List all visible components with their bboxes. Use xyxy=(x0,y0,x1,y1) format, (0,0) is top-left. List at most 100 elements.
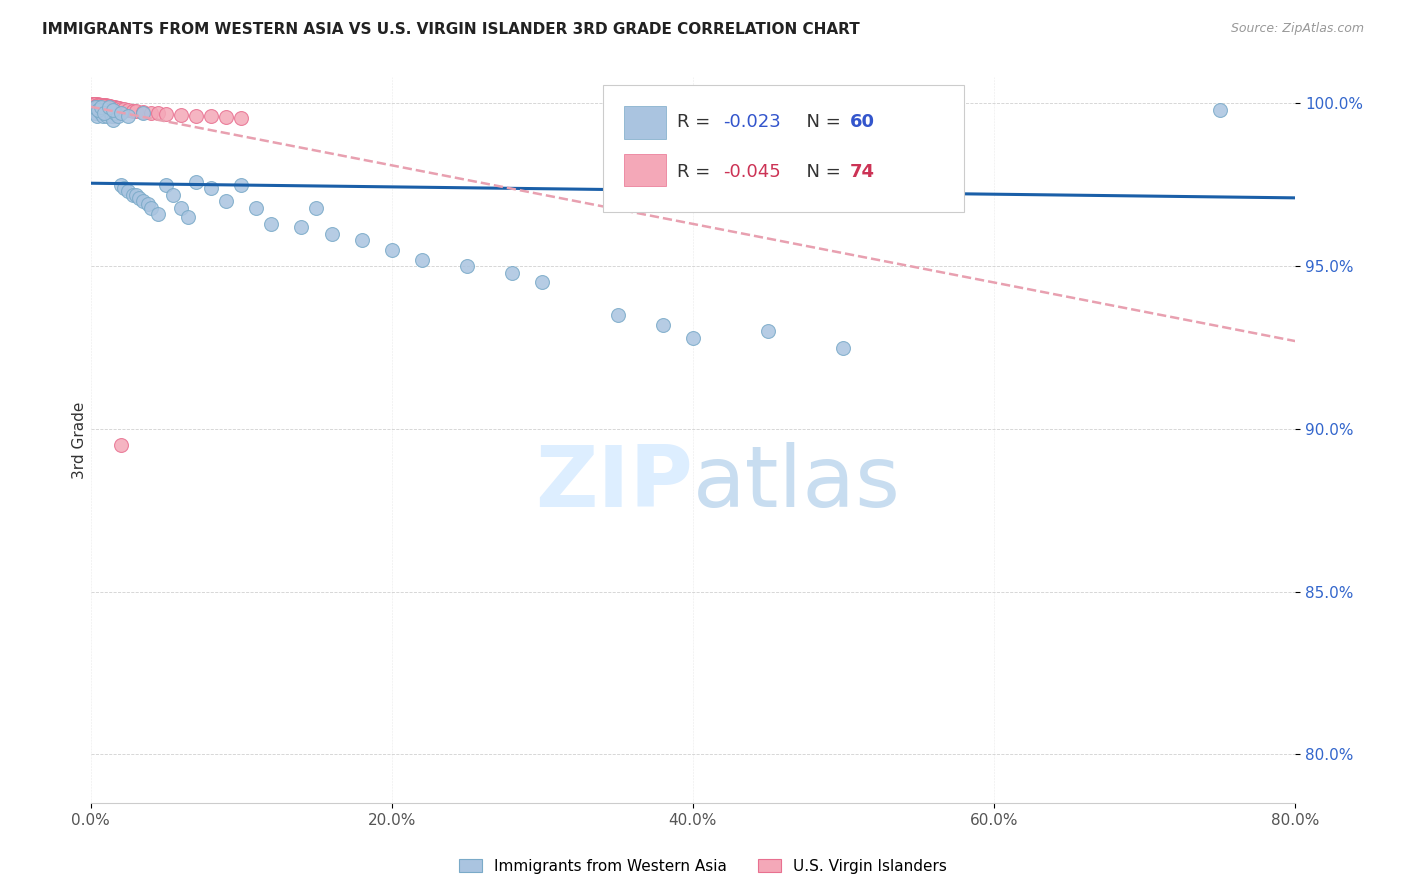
Point xyxy=(87,103,110,117)
Point xyxy=(110,438,132,452)
Point xyxy=(86,99,108,113)
Point xyxy=(87,97,110,112)
Point xyxy=(350,233,373,247)
Point xyxy=(82,100,104,114)
Point xyxy=(117,103,139,117)
Point xyxy=(90,97,112,112)
Point xyxy=(86,98,108,112)
Point xyxy=(110,106,132,120)
Text: R =: R = xyxy=(678,163,716,181)
Point xyxy=(112,103,135,117)
Text: atlas: atlas xyxy=(693,442,901,525)
Text: N =: N = xyxy=(796,163,846,181)
Text: R =: R = xyxy=(678,113,716,131)
Point xyxy=(651,318,673,332)
Point xyxy=(84,103,107,118)
Point xyxy=(90,106,112,120)
Point xyxy=(125,187,148,202)
Point xyxy=(86,97,108,112)
Point xyxy=(83,103,105,117)
Point xyxy=(83,100,105,114)
Point xyxy=(756,324,779,338)
Point xyxy=(108,101,131,115)
Point xyxy=(231,111,253,125)
Point xyxy=(200,110,222,124)
Point xyxy=(83,100,105,114)
Point xyxy=(100,110,122,124)
Point xyxy=(84,98,107,112)
Point xyxy=(91,110,114,124)
Point xyxy=(94,98,117,112)
Point xyxy=(107,101,129,115)
Point xyxy=(112,181,135,195)
Point xyxy=(94,106,117,120)
Point xyxy=(155,107,177,121)
Point xyxy=(84,100,107,114)
Point xyxy=(89,98,111,112)
Point xyxy=(100,100,122,114)
Point xyxy=(110,178,132,192)
Point xyxy=(84,100,107,114)
Point xyxy=(96,100,118,114)
Point xyxy=(84,97,107,112)
Point xyxy=(148,207,170,221)
Point xyxy=(89,100,111,114)
Point xyxy=(83,101,105,115)
Point xyxy=(83,103,105,117)
Point xyxy=(94,99,117,113)
Point xyxy=(456,259,478,273)
Point xyxy=(96,110,118,124)
Point xyxy=(98,99,121,113)
Point xyxy=(91,98,114,112)
Point xyxy=(125,104,148,119)
Text: N =: N = xyxy=(796,113,846,131)
Point xyxy=(84,100,107,114)
Point xyxy=(501,266,523,280)
Point xyxy=(104,106,127,120)
Point xyxy=(83,97,105,112)
Point xyxy=(170,108,193,122)
Point xyxy=(215,194,238,208)
Point xyxy=(97,100,120,114)
Point xyxy=(87,100,110,114)
FancyBboxPatch shape xyxy=(624,153,666,186)
FancyBboxPatch shape xyxy=(624,106,666,139)
Point xyxy=(91,100,114,114)
Point xyxy=(132,104,155,119)
Point xyxy=(86,110,108,124)
Point xyxy=(86,100,108,114)
Point xyxy=(132,106,155,120)
Point xyxy=(162,187,184,202)
Text: IMMIGRANTS FROM WESTERN ASIA VS U.S. VIRGIN ISLANDER 3RD GRADE CORRELATION CHART: IMMIGRANTS FROM WESTERN ASIA VS U.S. VIR… xyxy=(42,22,860,37)
Point xyxy=(84,97,107,112)
Legend: Immigrants from Western Asia, U.S. Virgin Islanders: Immigrants from Western Asia, U.S. Virgi… xyxy=(453,853,953,880)
Point xyxy=(90,99,112,113)
Point xyxy=(1209,103,1232,117)
Point xyxy=(97,99,120,113)
Point xyxy=(86,100,108,114)
Point xyxy=(170,201,193,215)
Point xyxy=(82,98,104,112)
Point xyxy=(139,201,162,215)
Point xyxy=(90,100,112,114)
Point xyxy=(93,98,115,112)
Point xyxy=(148,106,170,120)
Point xyxy=(90,100,112,114)
Point xyxy=(132,194,155,208)
Point xyxy=(177,211,200,225)
Point xyxy=(411,252,433,267)
Point xyxy=(84,106,107,120)
Point xyxy=(82,97,104,112)
Point xyxy=(260,217,283,231)
Point xyxy=(231,178,253,192)
Point xyxy=(184,109,207,123)
Point xyxy=(290,220,312,235)
Point xyxy=(93,106,115,120)
Point xyxy=(117,110,139,124)
Point xyxy=(136,197,159,211)
Point xyxy=(97,103,120,117)
Point xyxy=(832,341,855,355)
Point xyxy=(93,99,115,113)
Point xyxy=(215,110,238,124)
Point xyxy=(110,102,132,116)
